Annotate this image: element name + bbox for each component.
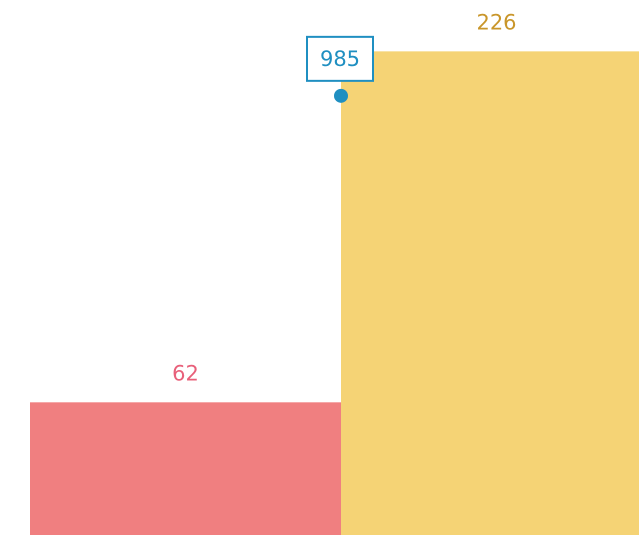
bar — [30, 402, 341, 535]
point-label: 985 — [320, 47, 360, 71]
bar — [341, 51, 639, 535]
value-label: 226 — [476, 10, 516, 34]
point-label-box — [306, 35, 374, 82]
point — [334, 88, 348, 103]
value-label: 62 — [172, 361, 199, 385]
